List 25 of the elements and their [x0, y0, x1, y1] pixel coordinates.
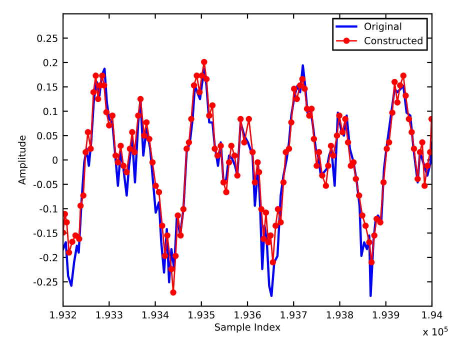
x-tick-label: 1.939: [373, 311, 400, 319]
y-axis-title: Amplitude: [18, 136, 28, 185]
y-tick-label: 0.2: [43, 58, 58, 66]
y-tick-label: 0.25: [37, 34, 58, 42]
legend-label: Original: [364, 22, 402, 32]
x-axis-title: Sample Index: [214, 323, 280, 333]
x-tick-label: 1.932: [50, 311, 76, 319]
y-tick-label: 0.05: [37, 132, 58, 140]
y-tick-label: -0.2: [40, 254, 58, 262]
y-tick-label: 0.15: [37, 83, 58, 91]
x-tick-label: 1.933: [96, 311, 122, 319]
text: x 10$^{5}$: [422, 326, 448, 336]
x-tick-label: 1.934: [142, 311, 169, 319]
y-tick-label: -0.05: [34, 180, 58, 188]
x-tick-label: 1.938: [326, 311, 353, 319]
y-tick-label: -0.25: [34, 278, 58, 286]
x-tick-label: 1.935: [188, 311, 214, 319]
legend-label: Constructed: [364, 36, 422, 44]
y-tick-label: 0: [52, 156, 58, 164]
y-tick-label: 0.1: [43, 108, 58, 116]
x-tick-label: 1.937: [280, 311, 307, 319]
x-tick-label: 1.94: [422, 311, 442, 319]
y-tick-label: -0.1: [40, 205, 58, 213]
x-tick-label: 1.936: [234, 311, 261, 319]
y-tick-label: -0.15: [34, 230, 58, 237]
